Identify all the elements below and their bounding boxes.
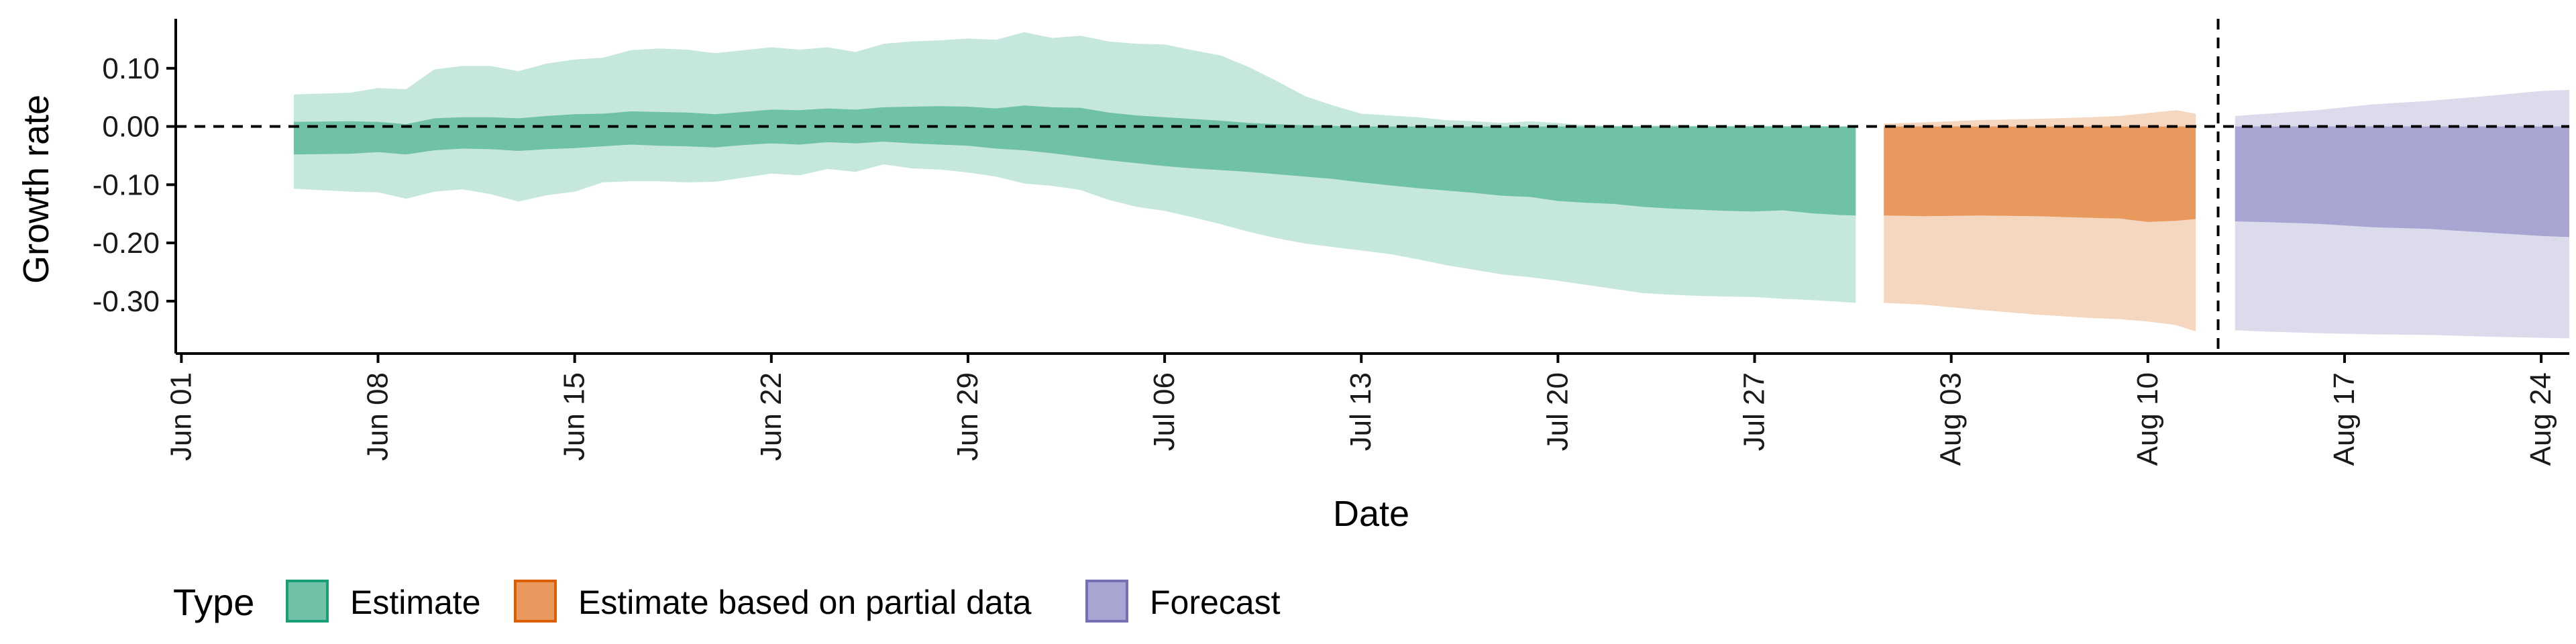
x-tick-label: Jul 13 (1344, 372, 1377, 451)
x-axis-ticks: Jun 01 Jun 08 Jun 15 Jun 22 Jun 29 Jul 06 Jul … (164, 354, 2557, 466)
legend-title: Type (173, 581, 254, 623)
estimate-based-on-partial-data-inner-band (1884, 126, 2196, 222)
x-tick-label: Aug 24 (2524, 372, 2557, 466)
x-tick-label: Jun 22 (755, 372, 788, 461)
estimate-based-on-partial-data-legend-key (514, 580, 557, 623)
x-tick-label: Jun 29 (951, 372, 984, 461)
x-tick-label: Jun 01 (164, 372, 197, 461)
y-axis-title: Growth rate (16, 95, 56, 284)
x-axis-title: Date (1333, 494, 1409, 534)
legend-items: Estimate Estimate based on partial data Fo… (286, 580, 1281, 623)
x-tick-label: Jul 20 (1541, 372, 1574, 451)
x-tick-label: Aug 10 (2131, 372, 2164, 466)
x-tick-label: Aug 17 (2328, 372, 2361, 466)
ribbon-bands (293, 32, 2569, 339)
x-tick-label: Aug 03 (1935, 372, 1968, 466)
y-tick-label: -0.20 (93, 227, 160, 260)
estimate-based-on-partial-data-legend-label: Estimate based on partial data (578, 584, 1032, 621)
x-tick-label: Jun 15 (558, 372, 591, 461)
legend: Type Estimate Estimate based on partial d… (173, 580, 1281, 623)
x-tick-label: Jul 06 (1148, 372, 1181, 451)
x-tick-label: Jun 08 (362, 372, 394, 461)
y-tick-label: -0.10 (93, 168, 160, 201)
x-tick-label: Jul 27 (1738, 372, 1771, 451)
forecast-legend-label: Forecast (1150, 584, 1281, 621)
estimate-legend-key (286, 580, 329, 623)
y-axis-ticks: 0.10 0.00 -0.10 -0.20 -0.30 (93, 52, 176, 318)
estimate-inner-band (293, 105, 1856, 216)
y-tick-label: 0.10 (102, 52, 160, 85)
estimate-outer-band (293, 32, 1856, 303)
forecast-legend-key (1085, 580, 1128, 623)
y-tick-label: 0.00 (102, 111, 160, 144)
y-tick-label: -0.30 (93, 285, 160, 318)
reference-lines (176, 19, 2569, 354)
forecast-inner-band (2235, 126, 2569, 237)
estimate-legend-label: Estimate (350, 584, 481, 621)
